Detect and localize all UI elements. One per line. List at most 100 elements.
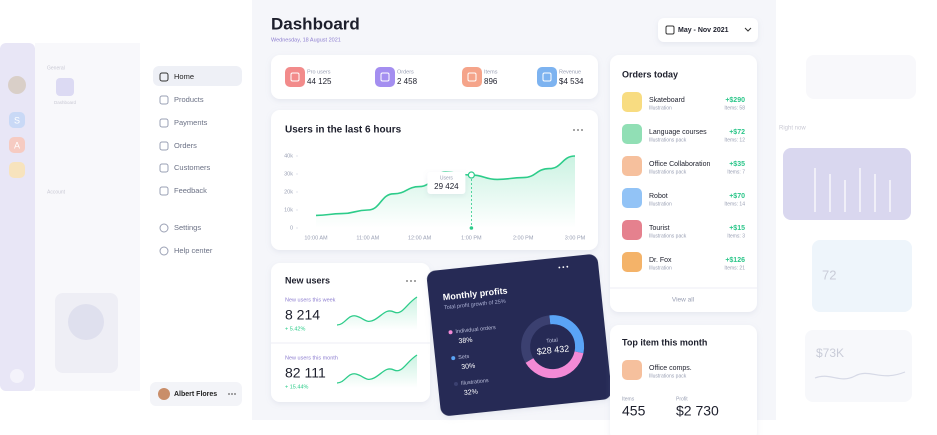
menu-dot — [566, 265, 569, 268]
faded-rail-letter: S — [14, 115, 20, 125]
stat-icon — [375, 67, 395, 87]
order-items: Items: 14 — [724, 201, 745, 207]
nav-item[interactable]: Home — [174, 72, 194, 81]
menu-dot — [228, 393, 230, 395]
nav-active — [153, 66, 242, 86]
nav-icon — [159, 246, 169, 256]
donut-total: $28 432 — [536, 343, 569, 356]
stat-icon-glyph — [380, 72, 390, 82]
stat-value: 2 458 — [397, 77, 418, 86]
order-amount: +$15 — [729, 225, 745, 232]
order-amount: +$290 — [725, 97, 745, 104]
chevron — [744, 27, 752, 32]
nav-icon — [159, 118, 169, 128]
legend-label: Sets — [458, 354, 470, 361]
nav-panel — [143, 55, 250, 415]
nav-item[interactable]: Payments — [174, 118, 208, 127]
metric-label: New users this month — [285, 355, 338, 361]
faded-rail — [0, 43, 35, 391]
faded-label: Dashboard — [54, 100, 77, 105]
order-type: Illustration — [649, 265, 672, 271]
metric-label: Items — [622, 396, 635, 402]
tooltip-label: Users — [440, 175, 454, 181]
item-type: Illustrations pack — [649, 373, 687, 379]
card-title: Orders today — [622, 69, 678, 79]
card-title: New users — [285, 275, 330, 285]
menu-dot — [562, 266, 565, 269]
metric-value: 82 111 — [285, 365, 326, 381]
metric-change: + 5.42% — [285, 326, 305, 332]
faded-heading: General — [47, 65, 65, 71]
menu-dot — [406, 280, 408, 282]
date-range-button[interactable] — [658, 18, 758, 42]
order-type: Illustration — [649, 105, 672, 111]
nav-icon — [159, 95, 169, 105]
faded-chart-card — [783, 148, 911, 220]
top-item-thumb — [622, 360, 642, 380]
x-tick-label: 3:00 PM — [565, 235, 586, 241]
metric-label: New users this week — [285, 297, 336, 303]
nav-item[interactable]: Settings — [174, 223, 201, 232]
new-users-card — [271, 263, 430, 402]
menu-dot — [231, 393, 233, 395]
order-amount: +$70 — [729, 193, 745, 200]
nav-item[interactable]: Customers — [174, 163, 211, 172]
menu-dot — [234, 393, 236, 395]
x-tick-label: 2:00 PM — [513, 235, 534, 241]
metric-label: Profit — [676, 396, 688, 402]
tooltip-value: 29 424 — [434, 182, 459, 191]
faded-card — [805, 330, 912, 402]
nav-item[interactable]: Help center — [174, 246, 213, 255]
nav-item[interactable]: Feedback — [174, 186, 207, 195]
order-name: Language courses — [649, 129, 707, 136]
menu-dot — [414, 280, 416, 282]
user-avatar — [158, 388, 170, 400]
date-range: May - Nov 2021 — [678, 27, 729, 34]
faded-heading: Right now — [779, 126, 806, 132]
order-thumb — [622, 188, 642, 208]
stat-icon-glyph — [467, 72, 477, 82]
faded-value: $73K — [816, 346, 844, 360]
x-tick-label: 11:00 AM — [356, 235, 379, 241]
faded-rail-icon — [9, 162, 25, 178]
order-items: Items: 7 — [727, 169, 745, 175]
page-date: Wednesday, 18 August 2021 — [271, 37, 341, 43]
user-box[interactable] — [150, 382, 242, 406]
card-title: Users in the last 6 hours — [285, 125, 402, 136]
order-thumb — [622, 252, 642, 272]
legend-dot — [448, 330, 453, 335]
order-type: Illustration — [649, 201, 672, 207]
order-amount: +$35 — [729, 161, 745, 168]
nav-icon — [159, 186, 169, 196]
order-items: Items: 3 — [727, 233, 745, 239]
faded-sphere — [68, 304, 104, 340]
view-all-link[interactable]: View all — [672, 297, 695, 304]
nav-item[interactable]: Orders — [174, 141, 197, 150]
stat-value: 896 — [484, 77, 498, 86]
donut-segment — [521, 315, 585, 379]
legend-dot — [451, 356, 456, 361]
legend-label: Individual orders — [455, 325, 496, 335]
faded-rail-letter: A — [14, 140, 20, 150]
metric-value: $2 730 — [676, 403, 719, 419]
order-items: Items: 58 — [724, 105, 745, 111]
order-thumb — [622, 156, 642, 176]
faded-value: 72 — [822, 267, 836, 282]
order-thumb — [622, 220, 642, 240]
nav-icon — [159, 163, 169, 173]
stat-label: Items — [484, 69, 498, 75]
order-thumb — [622, 92, 642, 112]
faded-card — [812, 240, 912, 312]
faded-sparkline — [814, 371, 906, 380]
metric-value: 8 214 — [285, 307, 320, 323]
nav-item[interactable]: Products — [174, 95, 204, 104]
user-name: Albert Flores — [174, 391, 217, 398]
menu-dot — [558, 266, 561, 269]
legend-label: Illustrations — [461, 378, 490, 387]
sparkline — [336, 296, 418, 326]
sparkline — [336, 354, 418, 384]
orders-card — [610, 55, 757, 312]
card-title: Top item this month — [622, 337, 707, 347]
